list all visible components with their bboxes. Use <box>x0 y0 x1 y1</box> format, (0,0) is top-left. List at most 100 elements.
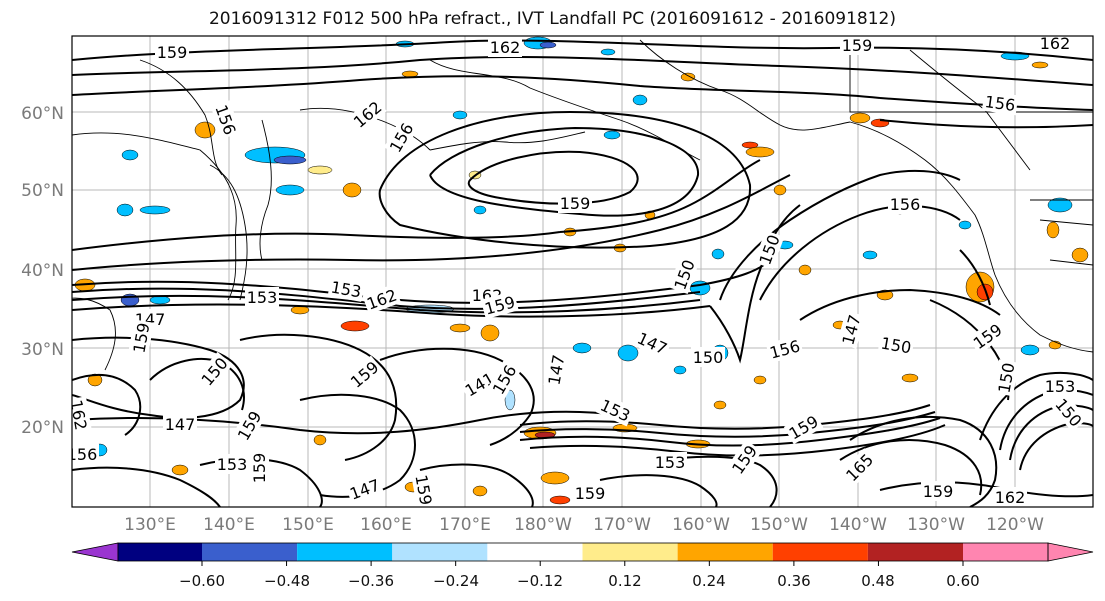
contour-label-text: 159 <box>842 36 873 55</box>
contour-label: 159 <box>249 451 269 485</box>
colorbar-swatch <box>867 543 963 561</box>
colorbar-swatch <box>297 543 393 561</box>
ivt-contour-line <box>979 371 1093 441</box>
lat-label: 20°N <box>21 418 64 438</box>
lon-label: 160°W <box>672 515 730 535</box>
lon-label: 150°W <box>750 515 808 535</box>
colorbar-tick: −0.36 <box>348 572 394 590</box>
contour-label-text: 156 <box>984 92 1017 115</box>
coastline <box>209 164 248 301</box>
colorbar-tick: 0.48 <box>861 572 895 590</box>
ivt-contour-line <box>72 373 142 436</box>
ivt-contour-line <box>879 119 1093 129</box>
shading-patch <box>275 184 305 196</box>
ivt-contour-line <box>799 288 1001 321</box>
lon-label: 130°E <box>124 515 176 535</box>
colorbar-swatch <box>582 543 678 561</box>
ivt-contour-line <box>959 249 991 306</box>
contour-label: 156 <box>72 444 99 464</box>
colorbar-tick: 0.60 <box>946 572 980 590</box>
shading-patch <box>139 205 171 215</box>
contour-label-text: 159 <box>157 43 188 62</box>
shading-patch <box>680 72 696 82</box>
contour-label-bg <box>877 332 915 358</box>
ivt-contour-line <box>419 463 534 507</box>
shading-patch <box>673 365 687 375</box>
shading-patch <box>976 283 994 301</box>
contour-label-bg <box>362 283 402 315</box>
contour-label-bg <box>163 414 197 434</box>
ivt-contour-line <box>72 259 771 304</box>
shading-patch <box>632 94 648 106</box>
shading-patch <box>342 182 362 198</box>
contour-label-text: 153 <box>655 453 686 472</box>
contour-label-bg <box>888 194 922 214</box>
coastline <box>994 274 1093 353</box>
shading-patch <box>549 495 571 505</box>
contour-label-bg <box>993 359 1019 397</box>
colorbar-tick: −0.48 <box>264 572 310 590</box>
shading-patch <box>473 205 487 215</box>
colorbar-swatch <box>677 543 773 561</box>
shading-patch <box>539 41 557 49</box>
contour-label-bg <box>726 439 763 480</box>
contour-label-bg <box>210 100 242 140</box>
contour-label-bg <box>765 334 804 364</box>
map-frame <box>71 35 1094 508</box>
contour-label: 153 <box>327 276 365 302</box>
colorbar <box>71 542 1094 566</box>
ivt-contour-line <box>72 336 245 419</box>
colorbar-swatch <box>118 543 202 561</box>
contour-label-bg <box>72 444 99 464</box>
shading-patch <box>1047 197 1073 213</box>
contour-label-text: 162 <box>1040 34 1071 53</box>
coastline <box>639 39 851 131</box>
colorbar-swatch <box>202 543 298 561</box>
colorbar-tick: 0.12 <box>608 572 642 590</box>
shading-patch <box>1071 247 1089 263</box>
contour-label-bg <box>967 318 1008 355</box>
lon-label: 160°E <box>360 515 412 535</box>
lon-label: 170°W <box>593 515 651 535</box>
shading-patch <box>958 220 972 230</box>
ivt-contour-line <box>72 466 221 507</box>
ivt-contour-line <box>467 150 639 205</box>
contour-label-bg <box>155 42 189 62</box>
contour-label-bg <box>691 347 725 367</box>
shading-patch <box>273 155 307 165</box>
contour-label-text: 153 <box>217 455 248 474</box>
lon-label: 170°E <box>439 515 491 535</box>
colorbar-swatch <box>963 543 1048 561</box>
contour-label-text: 162 <box>490 38 521 57</box>
contour-label: 162 <box>1038 34 1072 53</box>
contour-label: 153 <box>653 452 687 472</box>
ivt-contour-line <box>849 415 998 507</box>
shading-patch <box>849 112 871 124</box>
contour-label-bg <box>921 481 955 501</box>
ivt-contour-line <box>379 347 535 446</box>
coastline <box>72 132 237 301</box>
ivt-contour-line <box>559 159 761 233</box>
contour-label-bg <box>327 276 365 302</box>
shading-patch <box>472 485 488 497</box>
shading-patch <box>452 110 468 120</box>
shading-patch <box>862 250 878 260</box>
contour-label: 156 <box>888 194 922 214</box>
ivt-contour-line <box>519 404 931 430</box>
shading-patch <box>798 264 812 276</box>
contour-label: 159 <box>411 471 437 507</box>
ivt-contour-line <box>72 174 791 271</box>
contour-label-text: 159 <box>923 482 954 501</box>
contour-label: 147 <box>543 351 569 389</box>
shading-patch <box>171 464 189 476</box>
colorbar-tick: 0.24 <box>692 572 726 590</box>
colorbar-frame <box>117 542 1049 562</box>
contour-label-text: 162 <box>66 398 90 431</box>
lon-label: 180°W <box>514 515 572 535</box>
ivt-contour-line <box>72 231 561 251</box>
contour-label-text: 153 <box>1045 377 1076 396</box>
contour-label-bg <box>1043 376 1077 396</box>
shading-patch <box>600 48 616 56</box>
contour-label-text: 162 <box>995 488 1026 507</box>
